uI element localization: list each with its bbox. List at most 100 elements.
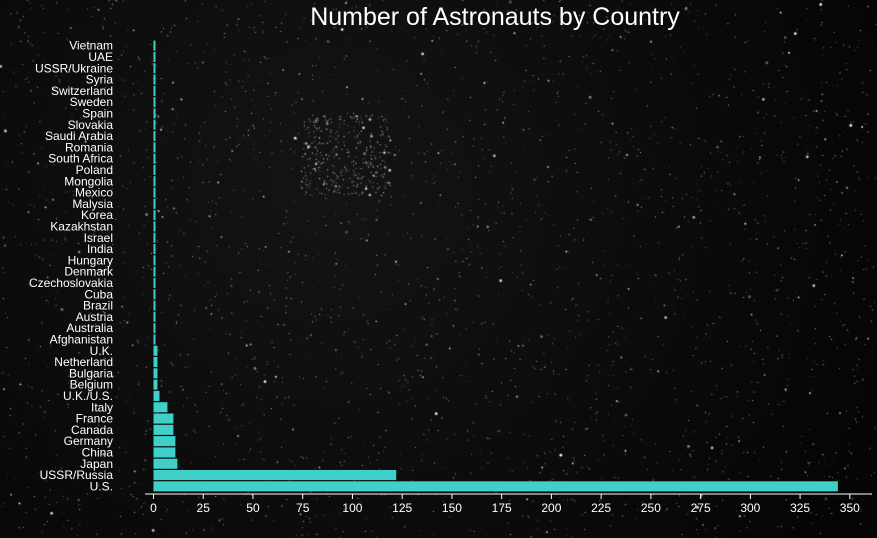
category-label-india: India (87, 242, 113, 256)
x-tick-label-300: 300 (740, 501, 760, 515)
category-label-japan: Japan (80, 457, 113, 471)
x-tick-label-100: 100 (342, 501, 362, 515)
chart-title: Number of Astronauts by Country (310, 3, 680, 31)
category-label-uae: UAE (88, 50, 113, 64)
x-tick-label-175: 175 (492, 501, 512, 515)
bar-saudi-arabia (153, 131, 156, 142)
bar-netherland (153, 357, 158, 368)
x-tick-label-0: 0 (150, 501, 157, 515)
bar-spain (153, 108, 156, 119)
bar-china (153, 447, 176, 458)
bar-kazakhstan (153, 221, 156, 232)
bar-syria (153, 74, 156, 85)
bar-italy (153, 402, 168, 413)
bars-group (153, 40, 838, 492)
bar-u-s (153, 481, 838, 492)
category-label-afghanistan: Afghanistan (50, 332, 113, 346)
category-label-italy: Italy (91, 400, 113, 414)
bar-australia (153, 323, 156, 334)
bar-poland (153, 164, 156, 175)
category-label-syria: Syria (86, 73, 114, 87)
category-label-bulgaria: Bulgaria (69, 366, 113, 380)
bar-belgium (153, 379, 158, 390)
x-tick-label-250: 250 (641, 501, 661, 515)
category-label-canada: Canada (71, 423, 113, 437)
category-label-malysia: Malysia (72, 197, 113, 211)
bar-malysia (153, 198, 156, 209)
x-tick-label-200: 200 (541, 501, 561, 515)
category-label-ussr-ukraine: USSR/Ukraine (35, 61, 113, 75)
category-label-denmark: Denmark (64, 265, 114, 279)
category-label-poland: Poland (76, 163, 113, 177)
x-tick-label-125: 125 (392, 501, 412, 515)
category-label-switzerland: Switzerland (51, 84, 113, 98)
bar-afghanistan (153, 334, 156, 345)
bar-austria (153, 311, 156, 322)
bar-israel (153, 232, 156, 243)
bar-switzerland (153, 85, 156, 96)
category-label-israel: Israel (84, 231, 113, 245)
category-label-u-s: U.S. (90, 479, 113, 493)
bar-canada (153, 424, 174, 435)
category-label-ussr-russia: USSR/Russia (40, 468, 114, 482)
category-label-u-k: U.K. (90, 344, 113, 358)
bar-ussr-russia (153, 470, 397, 481)
category-label-netherland: Netherland (54, 355, 113, 369)
category-label-u-k-u-s: U.K./U.S. (63, 389, 113, 403)
bar-bulgaria (153, 368, 158, 379)
category-labels: U.S.USSR/RussiaJapanChinaGermanyCanadaFr… (29, 39, 114, 494)
bar-brazil (153, 300, 156, 311)
category-label-mongolia: Mongolia (64, 174, 113, 188)
category-label-sweden: Sweden (70, 95, 113, 109)
category-label-saudi-arabia: Saudi Arabia (45, 129, 113, 143)
bar-u-k-u-s (153, 390, 160, 401)
x-tick-label-225: 225 (591, 501, 611, 515)
bar-sweden (153, 97, 156, 108)
x-tick-label-75: 75 (296, 501, 310, 515)
bar-czechoslovakia (153, 277, 156, 288)
category-label-vietnam: Vietnam (69, 39, 113, 53)
bar-germany (153, 436, 176, 447)
x-tick-label-25: 25 (197, 501, 211, 515)
bar-france (153, 413, 174, 424)
bar-denmark (153, 266, 156, 277)
bar-uae (153, 51, 156, 62)
category-label-czechoslovakia: Czechoslovakia (29, 276, 113, 290)
category-label-cuba: Cuba (84, 287, 113, 301)
x-tick-label-150: 150 (442, 501, 462, 515)
x-tick-label-50: 50 (246, 501, 260, 515)
category-label-austria: Austria (76, 310, 114, 324)
x-tick-label-325: 325 (790, 501, 810, 515)
bar-ussr-ukraine (153, 63, 156, 74)
category-label-korea: Korea (81, 208, 113, 222)
x-tick-label-350: 350 (840, 501, 860, 515)
bar-romania (153, 142, 156, 153)
category-label-mexico: Mexico (75, 186, 113, 200)
category-label-hungary: Hungary (68, 253, 113, 267)
bar-mexico (153, 187, 156, 198)
category-label-south-africa: South Africa (48, 152, 113, 166)
x-axis-ticks: 0 25 50 75 100 125 150 175 200 225 250 275 300 325 350 (150, 494, 860, 515)
category-label-romania: Romania (65, 140, 113, 154)
bar-south-africa (153, 153, 156, 164)
x-tick-label-275: 275 (691, 501, 711, 515)
bar-slovakia (153, 119, 156, 130)
category-label-germany: Germany (64, 434, 113, 448)
bar-mongolia (153, 176, 156, 187)
bar-korea (153, 210, 156, 221)
category-label-slovakia: Slovakia (68, 118, 114, 132)
category-label-france: France (76, 412, 114, 426)
bar-u-k (153, 345, 158, 356)
bar-hungary (153, 255, 156, 266)
category-label-brazil: Brazil (83, 299, 113, 313)
category-label-china: China (82, 445, 114, 459)
category-label-spain: Spain (82, 106, 113, 120)
category-label-belgium: Belgium (70, 378, 113, 392)
bar-india (153, 244, 156, 255)
bar-cuba (153, 289, 156, 300)
category-label-kazakhstan: Kazakhstan (50, 219, 113, 233)
bar-vietnam (153, 40, 156, 51)
category-label-australia: Australia (66, 321, 113, 335)
